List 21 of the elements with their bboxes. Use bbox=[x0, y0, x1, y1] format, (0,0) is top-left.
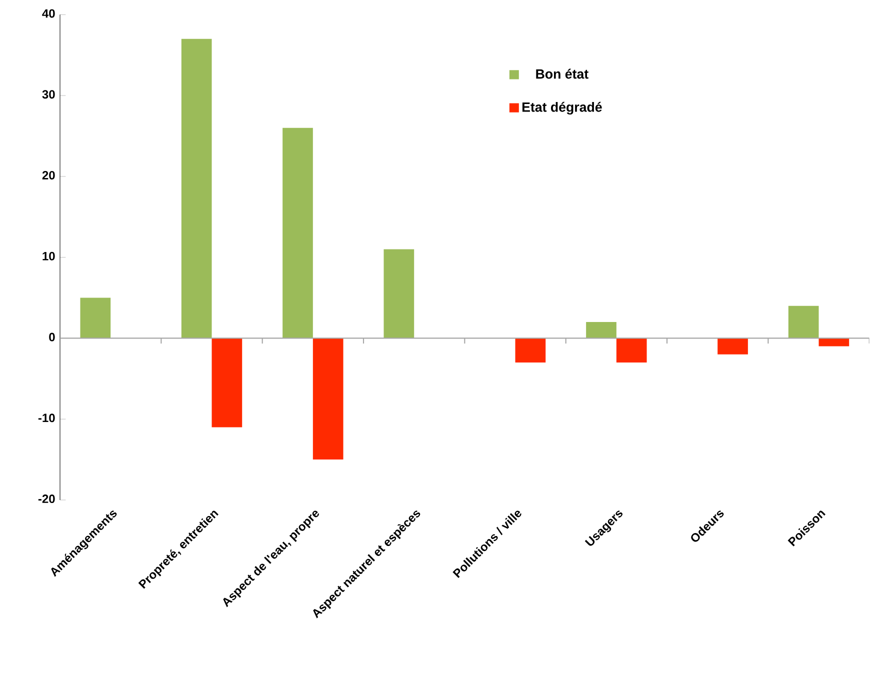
bar bbox=[384, 249, 414, 338]
bar bbox=[212, 338, 242, 428]
bar bbox=[818, 338, 850, 346]
legend-label: Etat dégradé bbox=[522, 102, 602, 115]
bar bbox=[80, 298, 111, 338]
y-tick-label: 30 bbox=[42, 90, 55, 99]
bar bbox=[312, 338, 344, 460]
y-tick-label: 20 bbox=[42, 171, 55, 180]
bar bbox=[515, 338, 546, 363]
bar bbox=[616, 338, 647, 363]
y-tick-label: 40 bbox=[42, 9, 55, 18]
y-tick-label: 10 bbox=[42, 252, 55, 261]
bar bbox=[181, 39, 212, 338]
bar bbox=[586, 322, 616, 338]
y-tick-label: 0 bbox=[49, 332, 55, 342]
y-tick-label: -10 bbox=[38, 414, 55, 422]
legend-label: Bon état bbox=[536, 68, 588, 79]
bar bbox=[788, 306, 819, 338]
y-tick-label: -20 bbox=[38, 494, 55, 504]
bar bbox=[282, 128, 313, 338]
bar bbox=[718, 338, 748, 355]
